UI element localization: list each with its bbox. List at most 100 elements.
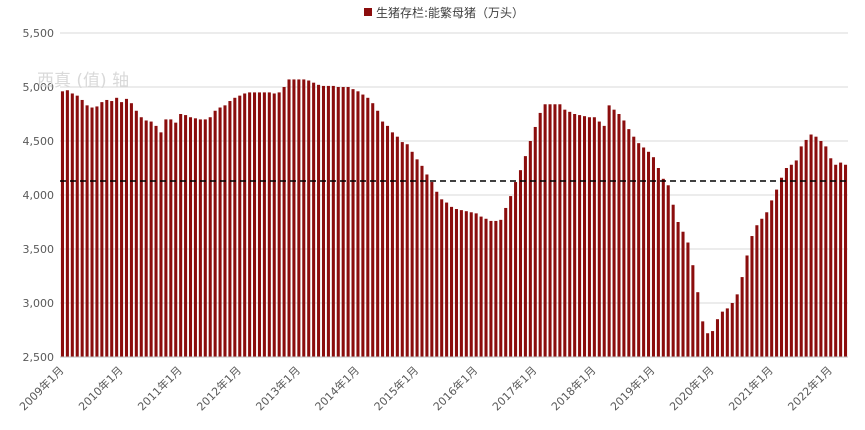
bar xyxy=(691,265,695,357)
x-tick-label: 2016年1月 xyxy=(430,363,480,413)
bar xyxy=(174,122,178,357)
x-tick-label: 2012年1月 xyxy=(194,363,244,413)
bar xyxy=(622,120,626,357)
bar xyxy=(784,168,788,357)
bar xyxy=(509,196,513,357)
y-tick-label: 4,500 xyxy=(23,135,55,148)
bar xyxy=(760,218,764,357)
bar xyxy=(149,121,153,357)
bar xyxy=(425,174,429,357)
bar xyxy=(139,117,143,358)
bar xyxy=(701,321,705,357)
bar xyxy=(602,125,606,357)
bar xyxy=(607,105,611,357)
bar xyxy=(523,156,527,357)
bar xyxy=(253,92,257,358)
bar xyxy=(95,106,99,357)
bar xyxy=(243,93,247,357)
bar xyxy=(725,308,729,357)
bar xyxy=(440,199,444,357)
bar xyxy=(489,220,493,357)
bar xyxy=(548,104,552,357)
bar xyxy=(366,97,370,358)
bar xyxy=(730,303,734,357)
bar xyxy=(735,294,739,357)
bar xyxy=(745,255,749,357)
bar xyxy=(154,125,158,357)
bar xyxy=(632,136,636,357)
bar xyxy=(100,102,104,358)
bar xyxy=(208,117,212,358)
bar xyxy=(839,162,843,357)
bar xyxy=(134,110,138,357)
bar xyxy=(120,102,124,358)
bar xyxy=(819,141,823,357)
bars xyxy=(60,79,848,358)
bar xyxy=(834,164,838,357)
bar xyxy=(376,110,380,357)
bar xyxy=(553,104,557,357)
x-tick-label: 2020年1月 xyxy=(666,363,716,413)
bar xyxy=(528,141,532,357)
bar xyxy=(188,117,193,358)
legend: 生猪存栏:能繁母猪（万头） xyxy=(364,5,524,20)
bar xyxy=(676,222,680,357)
bar xyxy=(582,116,587,357)
bar xyxy=(405,144,409,357)
bar xyxy=(789,164,793,357)
y-tick-label: 5,500 xyxy=(23,27,55,40)
bar xyxy=(514,182,518,357)
bar xyxy=(184,115,188,357)
y-tick-label: 5,000 xyxy=(23,81,55,94)
bar xyxy=(538,112,542,357)
bar xyxy=(213,110,217,357)
x-tick-label: 2017年1月 xyxy=(489,363,539,413)
bar xyxy=(124,98,129,357)
bar xyxy=(267,92,271,358)
bar xyxy=(321,85,326,358)
bar xyxy=(287,79,291,357)
bar xyxy=(80,99,84,358)
bar xyxy=(587,117,591,358)
bar xyxy=(686,242,690,357)
bar xyxy=(765,212,769,357)
bar xyxy=(282,87,286,357)
bar xyxy=(459,210,463,357)
bar xyxy=(218,107,222,358)
x-tick-label: 2010年1月 xyxy=(75,363,125,413)
x-axis: 2009年1月 2010年1月 2011年1月 2012年1月 2013年1月 2014年… xyxy=(16,356,848,413)
y-tick-label: 4,000 xyxy=(23,189,55,202)
bar xyxy=(164,119,168,358)
bar xyxy=(543,104,547,357)
bar xyxy=(435,191,439,357)
bar xyxy=(203,119,207,358)
bar xyxy=(341,87,345,357)
x-tick-label: 2015年1月 xyxy=(371,363,421,413)
bar xyxy=(656,168,660,357)
bar xyxy=(223,105,227,357)
bar xyxy=(445,202,449,357)
x-tick-label: 2019年1月 xyxy=(607,363,657,413)
bar xyxy=(642,147,646,357)
bar xyxy=(533,126,537,358)
bar xyxy=(317,84,321,357)
bar xyxy=(75,95,79,357)
bar xyxy=(390,132,394,357)
bar xyxy=(809,134,813,357)
bar xyxy=(750,236,754,357)
bar xyxy=(558,104,562,357)
bar xyxy=(578,115,582,357)
bar xyxy=(681,231,685,357)
x-tick-label: 2014年1月 xyxy=(312,363,362,413)
y-tick-label: 3,000 xyxy=(23,297,55,310)
bar xyxy=(568,111,572,357)
bar xyxy=(297,79,301,357)
bar xyxy=(479,216,483,357)
bar xyxy=(129,103,133,357)
bar xyxy=(400,142,404,357)
y-tick-label: 3,500 xyxy=(23,243,55,256)
bar xyxy=(563,109,567,358)
bar xyxy=(356,91,360,357)
bar xyxy=(592,117,596,358)
bar xyxy=(257,92,261,358)
